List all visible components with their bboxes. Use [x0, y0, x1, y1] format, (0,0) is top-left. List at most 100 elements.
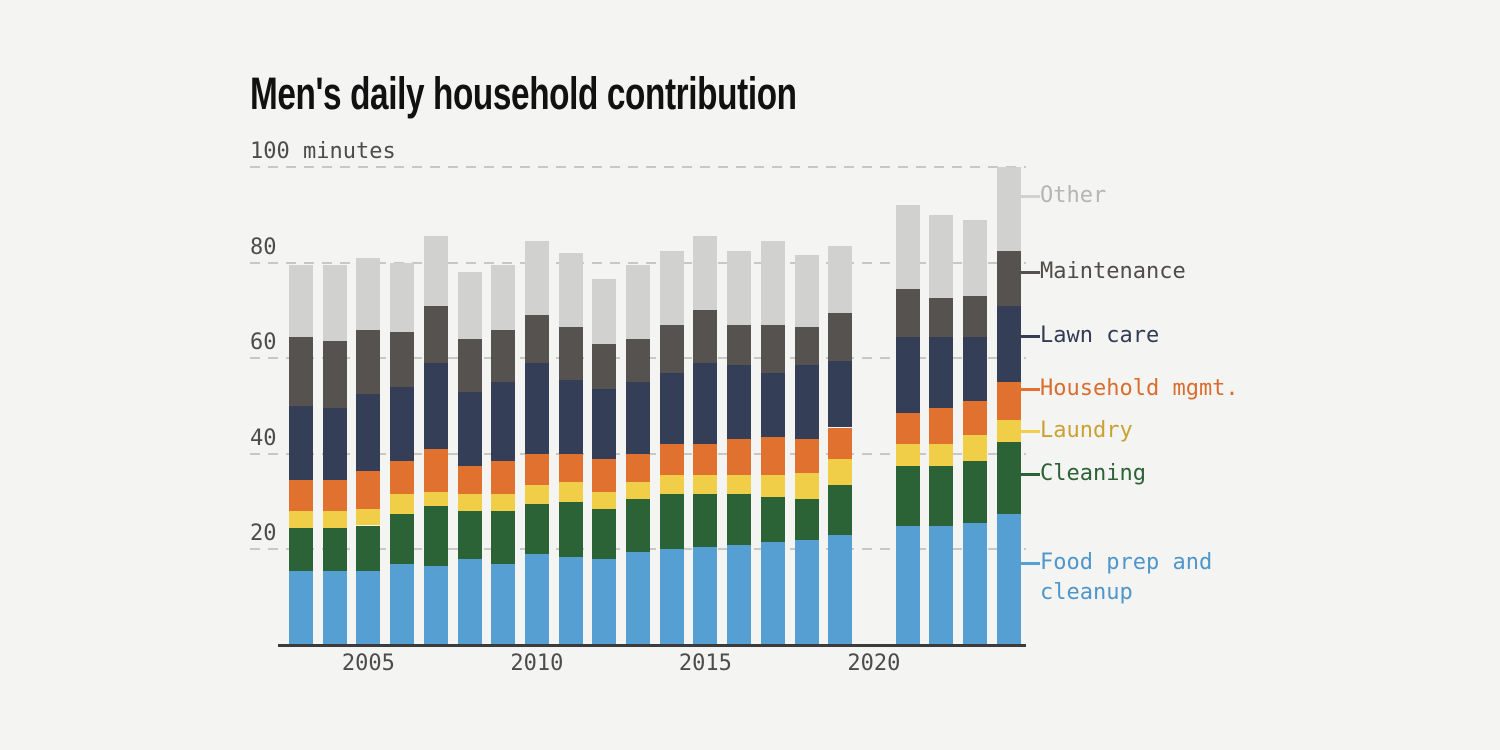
bar-2014-household-mgmt [659, 444, 684, 476]
bar-2014-lawn-care [659, 372, 684, 445]
bar-2006-cleaning [390, 513, 415, 564]
bar-2022-food-prep-and-cleanup [929, 525, 954, 645]
bar-2013-lawn-care [626, 382, 650, 454]
bar-2015-cleaning [693, 494, 718, 547]
bar-2012-laundry [592, 492, 617, 509]
bar-2013-household-mgmt [626, 453, 650, 483]
bar-2024-lawn-care [996, 305, 1021, 383]
bar-2015-lawn-care [693, 362, 718, 445]
bar-2009-other [491, 264, 516, 330]
y-axis-label-100: 100 minutes [250, 139, 396, 164]
bar-2009-household-mgmt [491, 460, 516, 495]
bar-2021-household-mgmt [895, 413, 920, 445]
bar-2011-maintenance [558, 327, 583, 380]
legend-label-household-mgmt: Household mgmt. [1040, 376, 1239, 401]
bar-2004-food-prep-and-cleanup [322, 570, 347, 645]
bar-2004-laundry [322, 511, 347, 528]
bar-2011-food-prep-and-cleanup [558, 556, 583, 645]
x-axis-label-2010: 2010 [510, 651, 564, 676]
bar-2021-other [895, 205, 920, 289]
bar-2017-food-prep-and-cleanup [760, 542, 785, 645]
bar-2016-lawn-care [727, 365, 752, 440]
bar-2004-cleaning [322, 527, 347, 571]
bar-2023-lawn-care [963, 336, 987, 402]
bar-2018-other [794, 255, 819, 328]
bar-2021-food-prep-and-cleanup [895, 525, 920, 645]
bar-2004-household-mgmt [322, 480, 347, 512]
bar-2010-cleaning [524, 503, 549, 555]
legend-tick-cleaning [1021, 473, 1040, 476]
legend-tick-maintenance [1021, 271, 1040, 274]
bar-2014-laundry [659, 475, 684, 495]
y-axis-label-80: 80 [250, 234, 277, 260]
bar-2022-maintenance [929, 298, 954, 337]
legend-label-food-prep-and-cleanup: Food prep and cleanup [1040, 550, 1213, 605]
bar-2003-cleaning [289, 527, 313, 571]
bar-2007-lawn-care [423, 362, 448, 449]
bar-2011-household-mgmt [558, 453, 583, 483]
bar-2017-lawn-care [760, 372, 785, 438]
bar-2019-lawn-care [828, 360, 853, 428]
bar-2012-maintenance [592, 343, 617, 390]
bar-2009-lawn-care [491, 382, 516, 461]
bar-2006-laundry [390, 494, 415, 514]
bar-2019-laundry [828, 458, 853, 485]
bar-2003-food-prep-and-cleanup [289, 570, 313, 645]
bar-2012-household-mgmt [592, 458, 617, 493]
bar-2022-laundry [929, 444, 954, 466]
bar-2015-maintenance [693, 310, 718, 363]
bar-2012-other [592, 279, 617, 344]
bar-2008-laundry [457, 494, 482, 512]
bar-2004-maintenance [322, 341, 347, 409]
bar-2023-maintenance [963, 296, 987, 337]
bar-2012-food-prep-and-cleanup [592, 558, 617, 645]
bar-2007-food-prep-and-cleanup [423, 566, 448, 645]
bar-2014-maintenance [659, 324, 684, 373]
bar-2018-food-prep-and-cleanup [794, 539, 819, 645]
bar-2005-cleaning [356, 525, 381, 571]
bar-2022-other [929, 214, 954, 299]
legend-tick-food-prep-and-cleanup [1021, 562, 1040, 565]
bar-2021-lawn-care [895, 336, 920, 414]
bar-2013-laundry [626, 482, 650, 500]
bar-2019-household-mgmt [828, 427, 853, 459]
bar-2016-cleaning [727, 494, 752, 545]
bar-2009-cleaning [491, 511, 516, 564]
bar-2023-food-prep-and-cleanup [963, 523, 987, 645]
gridline-100 [250, 166, 1026, 168]
legend-label-other: Other [1040, 183, 1107, 208]
legend-tick-laundry [1021, 430, 1040, 433]
bar-2008-lawn-care [457, 391, 482, 466]
bar-2012-cleaning [592, 508, 617, 559]
bar-2018-laundry [794, 472, 819, 500]
bar-2017-maintenance [760, 324, 785, 373]
bar-2008-food-prep-and-cleanup [457, 558, 482, 645]
bar-2006-household-mgmt [390, 460, 415, 495]
bar-2023-cleaning [963, 460, 987, 524]
bar-2012-lawn-care [592, 389, 617, 459]
bar-2019-other [828, 245, 853, 313]
bar-2021-maintenance [895, 288, 920, 337]
bar-2006-food-prep-and-cleanup [390, 563, 415, 645]
bar-2024-household-mgmt [996, 382, 1021, 421]
bar-2008-household-mgmt [457, 465, 482, 495]
bar-2015-laundry [693, 475, 718, 495]
bar-2017-other [760, 241, 785, 325]
legend-label-lawn-care: Lawn care [1040, 323, 1160, 348]
bar-2013-food-prep-and-cleanup [626, 551, 650, 645]
bar-2003-household-mgmt [289, 480, 313, 512]
bar-2019-maintenance [828, 312, 853, 361]
bar-2009-laundry [491, 494, 516, 512]
y-axis-label-60: 60 [250, 330, 277, 356]
bar-2023-other [963, 219, 987, 297]
bar-2013-cleaning [626, 499, 650, 552]
bar-2010-household-mgmt [524, 453, 549, 485]
bar-2011-laundry [558, 482, 583, 502]
bar-2007-cleaning [423, 506, 448, 567]
bar-2003-laundry [289, 511, 313, 528]
bar-2018-lawn-care [794, 365, 819, 440]
bar-2003-lawn-care [289, 406, 313, 481]
bar-2024-cleaning [996, 441, 1021, 514]
bar-2013-other [626, 264, 650, 340]
bar-2022-household-mgmt [929, 408, 954, 445]
